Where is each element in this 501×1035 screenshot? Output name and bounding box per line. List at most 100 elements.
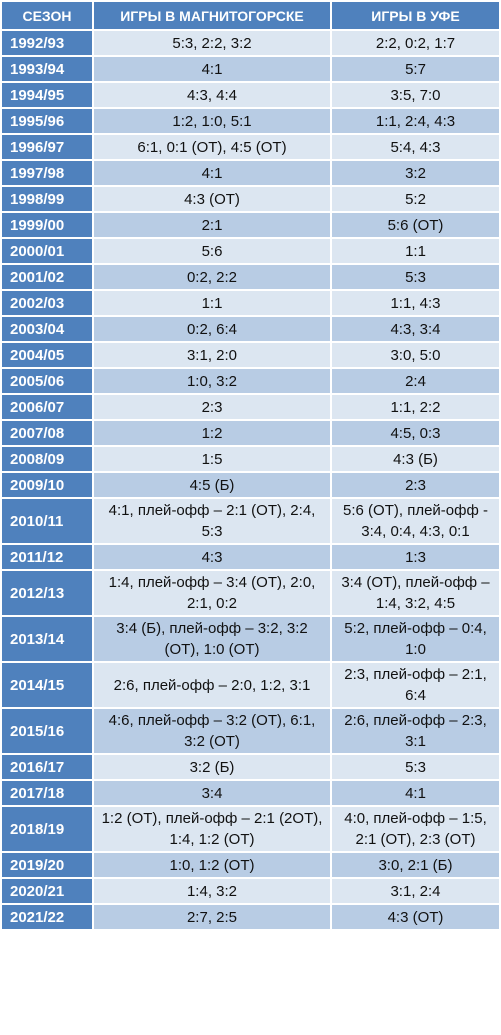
home-games-cell: 4:6, плей-офф – 3:2 (ОТ), 6:1, 3:2 (ОТ) xyxy=(94,709,330,753)
season-cell: 2008/09 xyxy=(2,447,92,471)
season-row: 2009/10 4:5 (Б) 2:3 xyxy=(2,473,499,497)
season-cell: 2011/12 xyxy=(2,545,92,569)
away-games-cell: 4:5, 0:3 xyxy=(332,421,499,445)
away-games-cell: 1:3 xyxy=(332,545,499,569)
results-table: СЕЗОН ИГРЫ В МАГНИТОГОРСКЕ ИГРЫ В УФЕ 19… xyxy=(2,2,499,929)
home-games-cell: 4:3, 4:4 xyxy=(94,83,330,107)
season-cell: 1992/93 xyxy=(2,31,92,55)
home-games-cell: 1:5 xyxy=(94,447,330,471)
season-cell: 2017/18 xyxy=(2,781,92,805)
season-row: 2001/02 0:2, 2:2 5:3 xyxy=(2,265,499,289)
home-games-cell: 5:3, 2:2, 3:2 xyxy=(94,31,330,55)
season-row: 1999/00 2:1 5:6 (ОТ) xyxy=(2,213,499,237)
season-row: 1994/95 4:3, 4:4 3:5, 7:0 xyxy=(2,83,499,107)
home-games-cell: 1:0, 1:2 (ОТ) xyxy=(94,853,330,877)
home-games-cell: 1:0, 3:2 xyxy=(94,369,330,393)
away-games-cell: 4:1 xyxy=(332,781,499,805)
home-games-cell: 4:3 (ОТ) xyxy=(94,187,330,211)
away-games-cell: 5:6 (ОТ), плей-офф - 3:4, 0:4, 4:3, 0:1 xyxy=(332,499,499,543)
away-games-cell: 3:0, 5:0 xyxy=(332,343,499,367)
season-row: 2021/22 2:7, 2:5 4:3 (ОТ) xyxy=(2,905,499,929)
home-games-cell: 6:1, 0:1 (ОТ), 4:5 (ОТ) xyxy=(94,135,330,159)
season-cell: 2021/22 xyxy=(2,905,92,929)
season-row: 1997/98 4:1 3:2 xyxy=(2,161,499,185)
season-cell: 2003/04 xyxy=(2,317,92,341)
season-row: 2004/05 3:1, 2:0 3:0, 5:0 xyxy=(2,343,499,367)
season-cell: 2014/15 xyxy=(2,663,92,707)
season-cell: 2020/21 xyxy=(2,879,92,903)
away-games-cell: 5:2, плей-офф – 0:4, 1:0 xyxy=(332,617,499,661)
table-body: 1992/93 5:3, 2:2, 3:2 2:2, 0:2, 1:7 1993/94… xyxy=(2,31,499,929)
home-games-cell: 4:1, плей-офф – 2:1 (ОТ), 2:4, 5:3 xyxy=(94,499,330,543)
season-cell: 2000/01 xyxy=(2,239,92,263)
season-cell: 1996/97 xyxy=(2,135,92,159)
season-cell: 2018/19 xyxy=(2,807,92,851)
home-games-cell: 1:1 xyxy=(94,291,330,315)
home-games-cell: 5:6 xyxy=(94,239,330,263)
away-games-cell: 4:3 (Б) xyxy=(332,447,499,471)
season-cell: 2019/20 xyxy=(2,853,92,877)
season-row: 2016/17 3:2 (Б) 5:3 xyxy=(2,755,499,779)
away-games-cell: 4:3, 3:4 xyxy=(332,317,499,341)
away-games-cell: 5:2 xyxy=(332,187,499,211)
home-games-cell: 1:2 (ОТ), плей-офф – 2:1 (2ОТ), 1:4, 1:2… xyxy=(94,807,330,851)
home-games-cell: 3:4 xyxy=(94,781,330,805)
away-games-cell: 5:4, 4:3 xyxy=(332,135,499,159)
home-games-cell: 1:2, 1:0, 5:1 xyxy=(94,109,330,133)
away-games-cell: 2:4 xyxy=(332,369,499,393)
away-games-cell: 2:3, плей-офф – 2:1, 6:4 xyxy=(332,663,499,707)
away-games-cell: 2:2, 0:2, 1:7 xyxy=(332,31,499,55)
home-games-cell: 4:1 xyxy=(94,57,330,81)
away-games-cell: 1:1, 4:3 xyxy=(332,291,499,315)
away-games-cell: 3:0, 2:1 (Б) xyxy=(332,853,499,877)
season-cell: 2001/02 xyxy=(2,265,92,289)
season-cell: 2009/10 xyxy=(2,473,92,497)
home-games-cell: 1:4, 3:2 xyxy=(94,879,330,903)
away-games-cell: 1:1, 2:4, 4:3 xyxy=(332,109,499,133)
season-cell: 2016/17 xyxy=(2,755,92,779)
away-games-cell: 3:4 (ОТ), плей-офф – 1:4, 3:2, 4:5 xyxy=(332,571,499,615)
home-games-cell: 4:1 xyxy=(94,161,330,185)
season-row: 2020/21 1:4, 3:2 3:1, 2:4 xyxy=(2,879,499,903)
away-games-cell: 4:0, плей-офф – 1:5, 2:1 (ОТ), 2:3 (ОТ) xyxy=(332,807,499,851)
season-row: 2005/06 1:0, 3:2 2:4 xyxy=(2,369,499,393)
season-cell: 2006/07 xyxy=(2,395,92,419)
season-cell: 1993/94 xyxy=(2,57,92,81)
season-row: 2010/11 4:1, плей-офф – 2:1 (ОТ), 2:4, 5:… xyxy=(2,499,499,543)
season-cell: 2002/03 xyxy=(2,291,92,315)
home-games-cell: 2:1 xyxy=(94,213,330,237)
column-header: СЕЗОН xyxy=(2,2,92,29)
away-games-cell: 3:5, 7:0 xyxy=(332,83,499,107)
season-row: 2018/19 1:2 (ОТ), плей-офф – 2:1 (2ОТ), 1… xyxy=(2,807,499,851)
season-row: 2015/16 4:6, плей-офф – 3:2 (ОТ), 6:1, 3:… xyxy=(2,709,499,753)
away-games-cell: 5:6 (ОТ) xyxy=(332,213,499,237)
away-games-cell: 3:2 xyxy=(332,161,499,185)
home-games-cell: 2:7, 2:5 xyxy=(94,905,330,929)
away-games-cell: 4:3 (ОТ) xyxy=(332,905,499,929)
away-games-cell: 1:1, 2:2 xyxy=(332,395,499,419)
away-games-cell: 2:3 xyxy=(332,473,499,497)
season-cell: 2015/16 xyxy=(2,709,92,753)
season-row: 1996/97 6:1, 0:1 (ОТ), 4:5 (ОТ) 5:4, 4:3 xyxy=(2,135,499,159)
season-row: 2008/09 1:5 4:3 (Б) xyxy=(2,447,499,471)
home-games-cell: 2:3 xyxy=(94,395,330,419)
season-row: 2007/08 1:2 4:5, 0:3 xyxy=(2,421,499,445)
home-games-cell: 3:1, 2:0 xyxy=(94,343,330,367)
season-cell: 2005/06 xyxy=(2,369,92,393)
season-cell: 2004/05 xyxy=(2,343,92,367)
season-cell: 1994/95 xyxy=(2,83,92,107)
season-cell: 1995/96 xyxy=(2,109,92,133)
header-row: СЕЗОН ИГРЫ В МАГНИТОГОРСКЕ ИГРЫ В УФЕ xyxy=(2,2,499,29)
season-row: 2000/01 5:6 1:1 xyxy=(2,239,499,263)
season-row: 2017/18 3:4 4:1 xyxy=(2,781,499,805)
season-row: 1995/96 1:2, 1:0, 5:1 1:1, 2:4, 4:3 xyxy=(2,109,499,133)
home-games-cell: 0:2, 6:4 xyxy=(94,317,330,341)
away-games-cell: 5:3 xyxy=(332,755,499,779)
season-row: 1992/93 5:3, 2:2, 3:2 2:2, 0:2, 1:7 xyxy=(2,31,499,55)
season-row: 2012/13 1:4, плей-офф – 3:4 (ОТ), 2:0, 2:… xyxy=(2,571,499,615)
season-cell: 2013/14 xyxy=(2,617,92,661)
season-cell: 1998/99 xyxy=(2,187,92,211)
home-games-cell: 3:2 (Б) xyxy=(94,755,330,779)
home-games-cell: 3:4 (Б), плей-офф – 3:2, 3:2 (ОТ), 1:0 (… xyxy=(94,617,330,661)
season-row: 2006/07 2:3 1:1, 2:2 xyxy=(2,395,499,419)
